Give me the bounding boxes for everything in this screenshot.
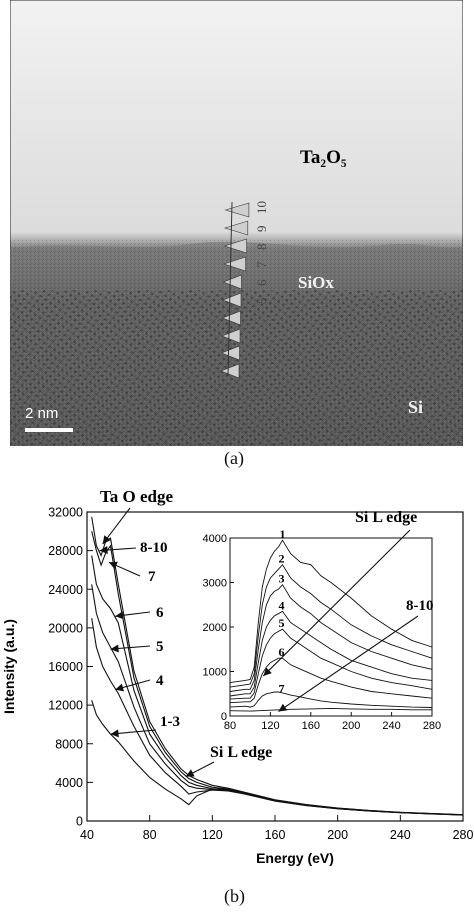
probe-marker	[224, 202, 250, 218]
annotation-arrow-line	[278, 615, 419, 713]
y-axis-label: Intensity (a.u.)	[1, 619, 17, 714]
annotation-arrowhead	[185, 769, 195, 777]
x-tick-label: 240	[390, 828, 411, 842]
annotation-arrowhead	[99, 546, 108, 555]
y-tick-label: 28000	[48, 544, 83, 558]
y-tick-label: 8000	[55, 737, 83, 751]
probe-marker-number: 10	[254, 201, 269, 214]
inset-x-tick-label: 200	[342, 720, 360, 732]
probe-marker	[220, 345, 240, 361]
inset-spectrum-line-5	[229, 628, 433, 700]
probe-marker	[223, 220, 249, 236]
y-tick-label: 24000	[48, 583, 83, 597]
y-tick-label: 0	[76, 815, 83, 829]
annotation-label: 6	[156, 605, 164, 621]
inset-series-label: 2	[279, 552, 285, 566]
inset-series-label: 6	[279, 645, 285, 659]
inset-spectrum-line-6	[229, 657, 433, 704]
probe-marker-number: 8	[254, 244, 269, 251]
probe-marker-number: 5	[254, 298, 269, 305]
annotation-label: 4	[156, 673, 164, 689]
ta2o5-label: Ta₂O₅	[300, 147, 347, 168]
probe-markers: 5 6 7 8 9 10	[220, 201, 269, 379]
annotation-label: 7	[148, 569, 156, 585]
annotation-label: 8-10	[406, 598, 434, 614]
spectrum-line-1-3	[91, 700, 464, 816]
inset-series-label: 4	[279, 598, 285, 612]
annotation-arrowhead	[278, 703, 288, 712]
inset-y-tick-label: 1000	[203, 667, 227, 679]
probe-marker-number: 9	[254, 226, 269, 233]
siox-label: SiOx	[298, 273, 334, 292]
y-tick-label: 20000	[48, 621, 83, 635]
probe-marker	[222, 292, 242, 308]
inset-x-tick-label: 80	[224, 720, 236, 732]
probe-marker	[221, 310, 241, 326]
x-tick-label: 280	[453, 828, 474, 842]
inset-x-tick-label: 160	[302, 720, 320, 732]
inset-frame	[229, 537, 433, 717]
inset-y-tick-label: 3000	[203, 578, 227, 590]
inset-y-tick-label: 2000	[203, 622, 227, 634]
inset-x-tick-label: 240	[382, 720, 400, 732]
tem-micrograph: 5 6 7 8 9 10 Ta₂O₅ SiOx Si 2 nm	[10, 0, 463, 446]
inset-spectrum-line-3	[229, 583, 433, 692]
annotation-arrowhead	[110, 729, 119, 738]
probe-marker	[221, 328, 241, 344]
annotation-label: Ta O edge	[100, 487, 174, 506]
annotation-label: 8-10	[140, 540, 168, 556]
y-tick-label: 12000	[48, 699, 83, 713]
probe-marker-number: 6	[254, 279, 269, 286]
inset-series-label: 3	[279, 572, 285, 586]
y-tick-label: 4000	[55, 776, 83, 790]
scale-bar-label: 2 nm	[25, 405, 58, 422]
inset-spectrum-line-4	[229, 610, 433, 697]
inset-y-tick-label: 4000	[203, 533, 227, 545]
annotation-label: Si L edge	[355, 509, 417, 526]
annotation-arrowhead	[115, 683, 124, 692]
inset-y-tick-label: 0	[221, 711, 227, 723]
annotation-arrowhead	[263, 667, 272, 676]
inset-series-label: 5	[279, 616, 285, 630]
panel-a-caption: (a)	[224, 448, 244, 468]
annotation-arrowhead	[102, 535, 111, 545]
probe-marker	[223, 256, 246, 272]
probe-marker-number: 7	[254, 261, 269, 268]
annotation-label: 5	[156, 639, 164, 655]
x-axis-label: Energy (eV)	[256, 850, 334, 866]
inset-spectrum-line-1	[229, 539, 433, 684]
annotation-arrowhead	[115, 611, 124, 620]
y-tick-label: 16000	[48, 660, 83, 674]
probe-marker	[222, 274, 242, 290]
x-tick-label: 120	[202, 828, 223, 842]
probe-marker	[223, 238, 247, 254]
inset-x-tick-label: 120	[261, 720, 279, 732]
x-tick-label: 80	[143, 828, 157, 842]
annotation-arrowhead	[108, 561, 118, 570]
probe-line	[227, 201, 233, 377]
annotation-label: Si L edge	[210, 744, 272, 761]
eels-chart: 40 80 120 160 200 240 280040008000120001600020…	[1, 487, 474, 866]
inset-spectrum-line-7	[229, 691, 433, 708]
inset-series-label: 7	[279, 682, 285, 696]
y-tick-label: 32000	[48, 506, 83, 520]
x-tick-label: 200	[327, 828, 348, 842]
si-label: Si	[408, 397, 423, 417]
inset-spectrum-line-8-10	[229, 707, 432, 712]
annotation-arrowhead	[110, 644, 119, 653]
inset-spectrum-line-2	[229, 563, 433, 688]
x-tick-label: 40	[80, 828, 94, 842]
annotation-arrow-line	[262, 529, 411, 677]
probe-marker	[220, 363, 240, 379]
panel-b-caption: (b)	[224, 886, 245, 906]
inset-series-label: 1	[280, 527, 286, 541]
x-tick-label: 160	[265, 828, 286, 842]
inset-x-tick-label: 280	[423, 720, 441, 732]
annotation-label: 1-3	[160, 714, 180, 730]
